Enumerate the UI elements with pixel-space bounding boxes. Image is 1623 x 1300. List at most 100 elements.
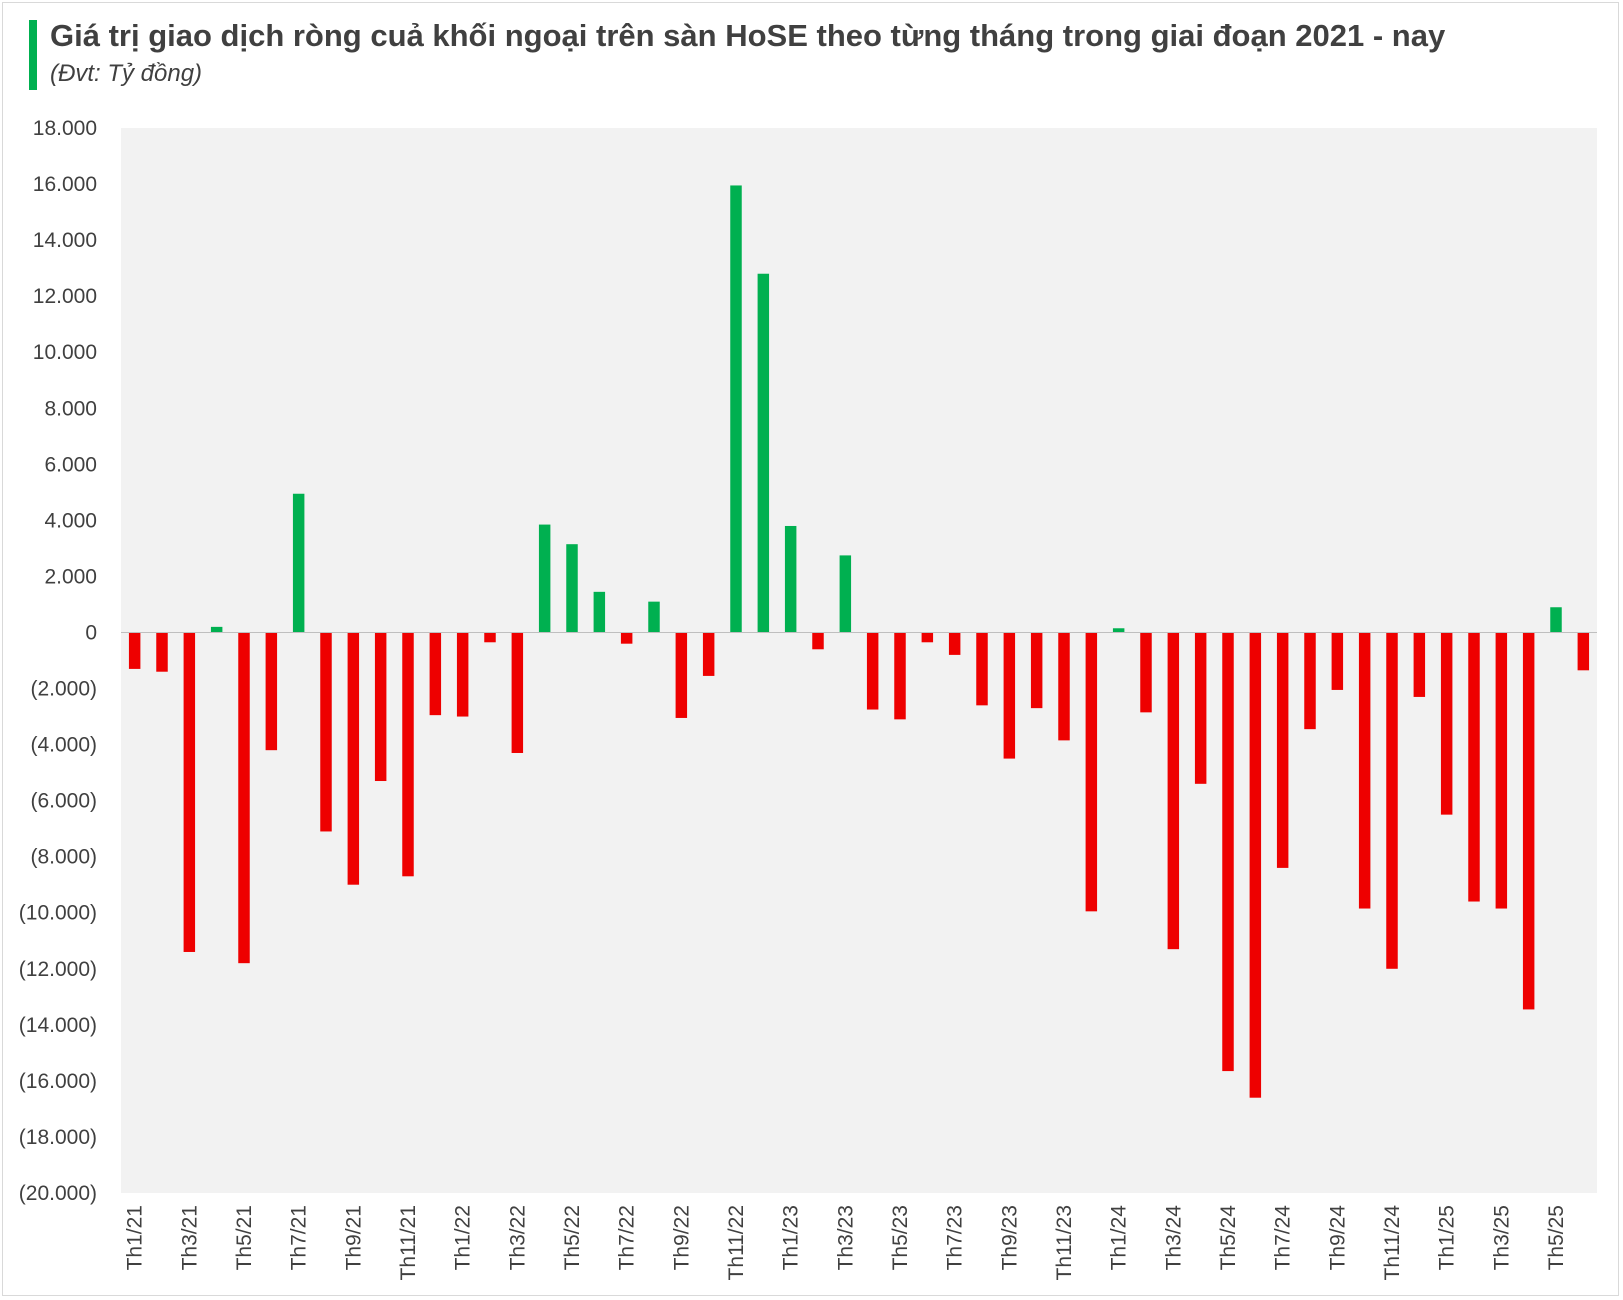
y-tick-label: 12.000 <box>33 285 97 308</box>
x-tick-label: Th5/23 <box>889 1205 912 1270</box>
bar <box>1140 632 1152 713</box>
bar <box>1030 632 1043 709</box>
bar <box>675 632 688 718</box>
bar <box>702 632 715 676</box>
chart-unit-subtitle: (Đvt: Tỷ đồng) <box>50 60 203 87</box>
bar <box>1194 632 1207 784</box>
bar <box>292 493 305 633</box>
y-tick-label: 4.000 <box>44 509 97 532</box>
x-tick-label: Th1/23 <box>780 1205 803 1270</box>
x-tick-label: Th5/25 <box>1545 1205 1568 1270</box>
bar <box>320 632 332 832</box>
y-tick-label: (2.000) <box>30 678 97 701</box>
bar <box>866 632 879 710</box>
x-tick-label: Th7/21 <box>288 1205 311 1270</box>
bar <box>1331 632 1344 690</box>
bar <box>812 632 824 650</box>
x-tick-label: Th9/22 <box>670 1205 693 1270</box>
x-tick-label: Th11/22 <box>725 1205 748 1281</box>
x-tick-label: Th3/21 <box>178 1205 201 1270</box>
bar <box>1085 632 1098 912</box>
x-tick-label: Th9/23 <box>998 1205 1021 1270</box>
bar <box>1304 632 1316 730</box>
x-tick-label: Th1/21 <box>124 1205 147 1270</box>
y-tick-label: (12.000) <box>19 958 97 981</box>
bar <box>238 632 250 964</box>
bar <box>538 524 551 633</box>
bar <box>210 626 223 633</box>
x-tick-label: Th1/25 <box>1436 1205 1459 1270</box>
bar <box>1413 632 1426 697</box>
x-tick-label: Th7/22 <box>616 1205 639 1270</box>
y-tick-label: 16.000 <box>33 173 97 196</box>
x-tick-label: Th5/22 <box>561 1205 584 1270</box>
bar <box>156 632 168 672</box>
y-tick-label: 0 <box>85 621 97 644</box>
bar <box>265 632 278 751</box>
x-tick-label: Th1/24 <box>1108 1205 1131 1271</box>
x-tick-label: Th11/21 <box>397 1205 420 1281</box>
bar <box>1440 632 1453 815</box>
y-tick-label: (14.000) <box>19 1014 97 1037</box>
bar <box>976 632 988 706</box>
bar <box>1112 628 1125 633</box>
bar <box>1003 632 1016 759</box>
bar <box>757 273 770 633</box>
bar <box>566 544 578 633</box>
bar <box>784 525 797 633</box>
y-tick-label: 8.000 <box>44 397 97 420</box>
x-tick-label: Th11/24 <box>1381 1205 1404 1281</box>
x-tick-label: Th3/23 <box>834 1205 857 1270</box>
x-tick-label: Th9/24 <box>1326 1205 1349 1271</box>
bar <box>1577 632 1590 671</box>
bar <box>921 632 934 643</box>
bar <box>1276 632 1289 868</box>
y-tick-label: (4.000) <box>30 734 97 757</box>
y-tick-label: 6.000 <box>44 453 97 476</box>
bar <box>593 591 606 633</box>
y-tick-label: 10.000 <box>33 341 97 364</box>
y-tick-label: (10.000) <box>19 902 97 925</box>
bar <box>1058 632 1070 741</box>
bar <box>1550 607 1562 633</box>
y-tick-label: (18.000) <box>19 1126 97 1149</box>
bar <box>648 601 660 633</box>
chart-title: Giá trị giao dịch ròng cuả khối ngoại tr… <box>50 18 1446 53</box>
y-tick-label: (16.000) <box>19 1070 97 1093</box>
y-tick-label: 18.000 <box>33 117 97 140</box>
bar <box>347 632 360 885</box>
bar <box>1386 632 1398 969</box>
bar <box>511 632 524 753</box>
x-tick-label: Th5/24 <box>1217 1205 1240 1271</box>
bar <box>894 632 906 720</box>
x-tick-label: Th3/24 <box>1162 1205 1185 1271</box>
bar <box>183 632 196 952</box>
bar <box>839 555 852 633</box>
x-tick-label: Th7/23 <box>944 1205 967 1270</box>
plot-area <box>121 128 1597 1193</box>
bar <box>948 632 961 655</box>
bar <box>402 632 414 877</box>
x-tick-label: Th3/25 <box>1490 1205 1513 1270</box>
y-tick-label: (20.000) <box>19 1182 97 1205</box>
bar <box>1495 632 1508 909</box>
title-accent-bar <box>29 20 37 90</box>
y-tick-label: (8.000) <box>30 846 97 869</box>
x-tick-label: Th5/21 <box>233 1205 256 1270</box>
bar <box>374 632 387 782</box>
bar <box>730 185 742 633</box>
x-tick-label: Th3/22 <box>506 1205 529 1270</box>
bar <box>484 632 496 643</box>
bar <box>1222 632 1234 1072</box>
bar <box>128 632 141 669</box>
bar <box>620 632 633 644</box>
x-tick-label: Th7/24 <box>1272 1205 1295 1271</box>
bar <box>456 632 469 717</box>
y-tick-label: 14.000 <box>33 229 97 252</box>
bar <box>1249 632 1262 1098</box>
x-tick-label: Th9/21 <box>342 1205 365 1270</box>
x-tick-label: Th11/23 <box>1053 1205 1076 1281</box>
bar <box>1522 632 1535 1010</box>
bar <box>1468 632 1480 902</box>
